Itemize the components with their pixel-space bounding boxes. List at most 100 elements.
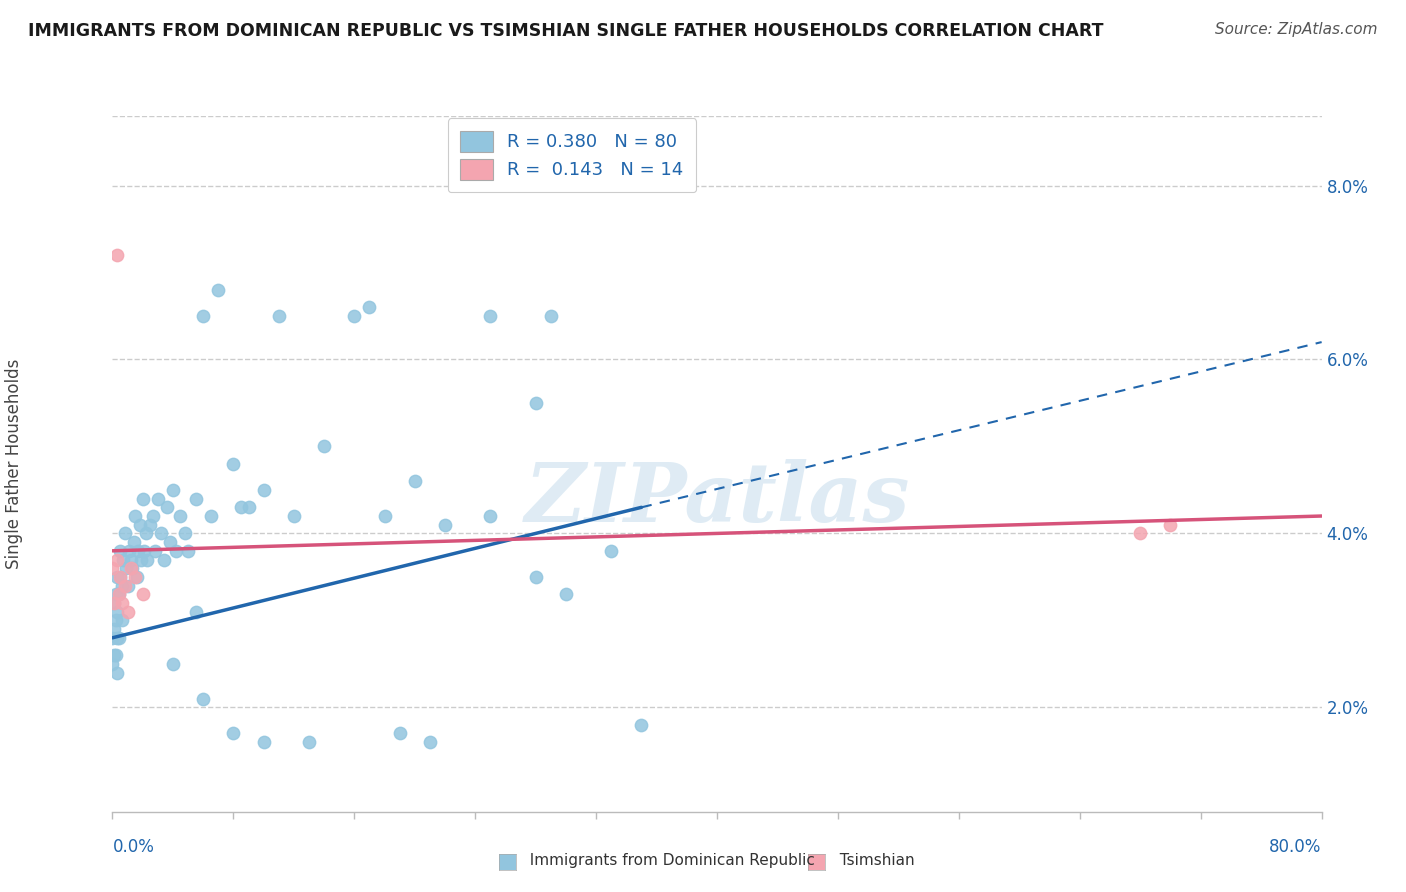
Point bbox=[136, 552, 159, 566]
Point bbox=[134, 543, 156, 558]
Point bbox=[105, 570, 128, 584]
Point bbox=[115, 561, 138, 575]
Point bbox=[108, 570, 131, 584]
Point bbox=[105, 605, 128, 619]
Point bbox=[162, 657, 184, 671]
Point bbox=[124, 570, 146, 584]
Point bbox=[101, 657, 124, 671]
Point bbox=[121, 561, 143, 575]
Point bbox=[107, 631, 129, 645]
Point bbox=[107, 587, 129, 601]
Point bbox=[135, 526, 157, 541]
Point bbox=[200, 508, 222, 523]
Point bbox=[146, 491, 169, 506]
Point bbox=[124, 508, 146, 523]
Point bbox=[107, 587, 129, 601]
Point bbox=[524, 570, 547, 584]
Point bbox=[101, 631, 124, 645]
Point bbox=[103, 596, 125, 610]
Point bbox=[169, 508, 191, 523]
Point bbox=[103, 622, 125, 636]
Point bbox=[149, 526, 172, 541]
Point bbox=[540, 309, 562, 323]
Point bbox=[1129, 526, 1152, 541]
Point bbox=[128, 517, 150, 532]
Point bbox=[229, 500, 252, 515]
Point bbox=[222, 726, 245, 740]
Point bbox=[253, 735, 276, 749]
Point bbox=[1159, 517, 1181, 532]
Text: 0.0%: 0.0% bbox=[112, 838, 155, 856]
Point bbox=[343, 309, 366, 323]
Point bbox=[105, 665, 128, 680]
Point bbox=[122, 535, 145, 549]
Point bbox=[191, 309, 214, 323]
Text: Immigrants from Dominican Republic: Immigrants from Dominican Republic bbox=[520, 854, 815, 868]
Point bbox=[103, 596, 125, 610]
Point bbox=[524, 396, 547, 410]
Text: ZIPatlas: ZIPatlas bbox=[524, 458, 910, 539]
Point bbox=[162, 483, 184, 497]
Point bbox=[184, 605, 207, 619]
Point bbox=[114, 578, 136, 592]
Point bbox=[156, 500, 179, 515]
Point bbox=[433, 517, 456, 532]
Point bbox=[108, 543, 131, 558]
Point bbox=[419, 735, 441, 749]
Point bbox=[132, 491, 155, 506]
Point bbox=[554, 587, 576, 601]
Point bbox=[104, 648, 127, 662]
Point bbox=[165, 543, 187, 558]
Text: Single Father Households: Single Father Households bbox=[6, 359, 22, 569]
Point bbox=[125, 570, 148, 584]
Point bbox=[110, 596, 132, 610]
Point bbox=[105, 248, 128, 262]
Point bbox=[127, 543, 149, 558]
Text: Tsimshian: Tsimshian bbox=[830, 854, 914, 868]
Point bbox=[139, 517, 162, 532]
Point bbox=[191, 691, 214, 706]
Point bbox=[103, 648, 125, 662]
Point bbox=[298, 735, 321, 749]
Point bbox=[105, 631, 128, 645]
Point bbox=[267, 309, 290, 323]
Text: 80.0%: 80.0% bbox=[1270, 838, 1322, 856]
Point bbox=[184, 491, 207, 506]
Point bbox=[283, 508, 305, 523]
Point bbox=[374, 508, 396, 523]
Point bbox=[314, 439, 336, 453]
Point bbox=[120, 561, 142, 575]
Point bbox=[238, 500, 260, 515]
Legend: R = 0.380   N = 80, R =  0.143   N = 14: R = 0.380 N = 80, R = 0.143 N = 14 bbox=[447, 118, 696, 193]
Point bbox=[110, 578, 132, 592]
Point bbox=[108, 570, 131, 584]
Point bbox=[117, 605, 139, 619]
Point bbox=[104, 587, 127, 601]
Point bbox=[132, 587, 155, 601]
Point bbox=[359, 300, 381, 314]
Point bbox=[120, 552, 142, 566]
Text: IMMIGRANTS FROM DOMINICAN REPUBLIC VS TSIMSHIAN SINGLE FATHER HOUSEHOLDS CORRELA: IMMIGRANTS FROM DOMINICAN REPUBLIC VS TS… bbox=[28, 22, 1104, 40]
Point bbox=[129, 552, 152, 566]
Point bbox=[159, 535, 181, 549]
Point bbox=[110, 614, 132, 628]
Point bbox=[388, 726, 411, 740]
Point bbox=[600, 543, 623, 558]
Point bbox=[118, 543, 141, 558]
Point bbox=[104, 614, 127, 628]
Point bbox=[143, 543, 166, 558]
Point bbox=[105, 552, 128, 566]
Point bbox=[207, 283, 229, 297]
Point bbox=[479, 508, 502, 523]
Point bbox=[101, 561, 124, 575]
Point bbox=[112, 552, 135, 566]
Point bbox=[404, 474, 426, 488]
Text: Source: ZipAtlas.com: Source: ZipAtlas.com bbox=[1215, 22, 1378, 37]
Point bbox=[153, 552, 176, 566]
Point bbox=[222, 457, 245, 471]
Point bbox=[117, 578, 139, 592]
Point bbox=[142, 508, 165, 523]
Point bbox=[630, 717, 652, 731]
Point bbox=[177, 543, 200, 558]
Point bbox=[253, 483, 276, 497]
